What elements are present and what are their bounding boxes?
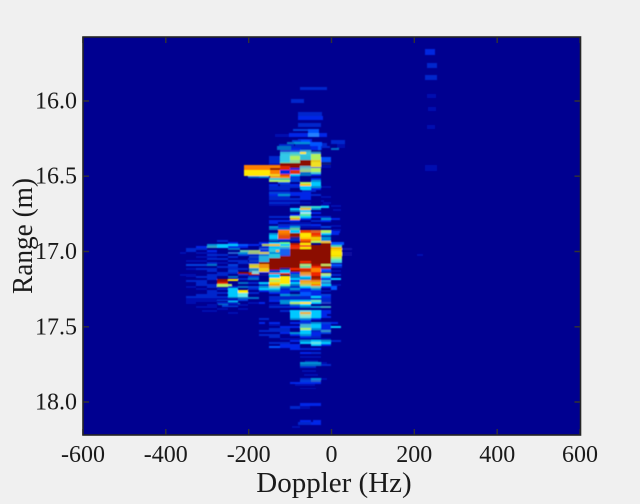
svg-text:600: 600: [562, 442, 598, 468]
svg-text:17.5: 17.5: [35, 314, 77, 340]
svg-text:-400: -400: [144, 442, 188, 468]
svg-text:18.0: 18.0: [35, 390, 77, 416]
svg-text:-600: -600: [61, 442, 105, 468]
svg-text:Range (m): Range (m): [7, 178, 39, 294]
svg-text:16.5: 16.5: [35, 164, 77, 190]
svg-text:16.0: 16.0: [35, 89, 77, 115]
svg-text:17.0: 17.0: [35, 239, 77, 265]
svg-text:400: 400: [479, 442, 515, 468]
svg-text:200: 200: [396, 442, 432, 468]
svg-text:0: 0: [326, 442, 338, 468]
svg-text:Doppler (Hz): Doppler (Hz): [256, 467, 411, 499]
svg-text:-200: -200: [227, 442, 271, 468]
